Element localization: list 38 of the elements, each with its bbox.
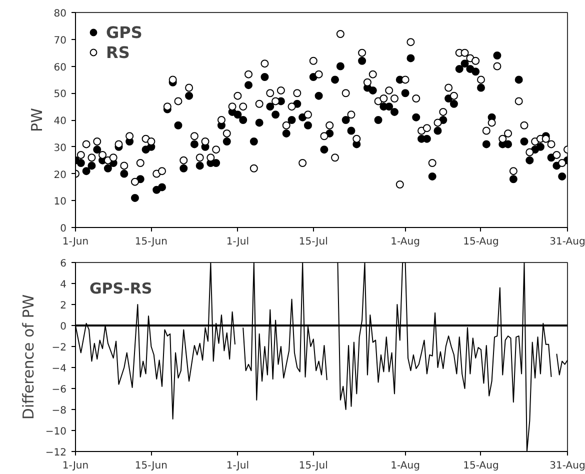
x-tick-label: 1-Jul bbox=[226, 236, 249, 248]
y-tick-label: 20 bbox=[54, 170, 67, 181]
x-tick-label: 15-Aug bbox=[463, 460, 499, 472]
legend-label: GPS bbox=[106, 22, 142, 42]
x-tick-label: 15-Jun bbox=[134, 236, 168, 248]
y-tick-label: 30 bbox=[54, 142, 67, 154]
y-tick-label: 2 bbox=[60, 300, 67, 312]
y-tick-label: 40 bbox=[54, 116, 67, 127]
x-tick-label: 1-Jun bbox=[62, 460, 89, 472]
x-tick-label: 1-Jul bbox=[226, 460, 249, 472]
y-tick-label: −2 bbox=[52, 342, 67, 354]
annotation: GPS-RS bbox=[90, 280, 152, 298]
y-tick-label: 0 bbox=[60, 224, 67, 234]
x-tick-label: 15-Jun bbox=[134, 460, 168, 472]
x-tick-label: 15-Aug bbox=[463, 236, 499, 248]
x-tick-label: 1-Aug bbox=[390, 236, 420, 248]
y-axis-title: PW bbox=[28, 108, 46, 132]
x-tick-label: 31-Aug bbox=[550, 460, 585, 472]
y-tick-label: 0 bbox=[60, 322, 67, 332]
y-tick-label: 6 bbox=[60, 258, 67, 270]
y-tick-label: 10 bbox=[54, 196, 67, 208]
y-tick-label: 80 bbox=[54, 8, 67, 20]
x-tick-label: 31-Aug bbox=[550, 236, 585, 248]
y-tick-label: −10 bbox=[45, 426, 67, 438]
y-tick-label: −6 bbox=[52, 384, 67, 396]
y-tick-label: −4 bbox=[52, 364, 67, 374]
y-axis-title: Difference of PW bbox=[19, 294, 38, 420]
y-tick-label: 70 bbox=[54, 35, 67, 46]
legend-label: RS bbox=[106, 42, 130, 62]
y-tick-label: −12 bbox=[45, 448, 67, 458]
x-tick-label: 1-Aug bbox=[390, 460, 420, 472]
x-tick-label: 15-Jul bbox=[298, 460, 328, 472]
y-tick-label: 50 bbox=[54, 89, 67, 100]
x-tick-label: 1-Jun bbox=[62, 236, 89, 248]
y-tick-label: 60 bbox=[54, 62, 67, 74]
x-tick-label: 15-Jul bbox=[298, 236, 328, 248]
y-tick-label: −8 bbox=[52, 406, 67, 416]
y-tick-label: 4 bbox=[60, 280, 67, 290]
